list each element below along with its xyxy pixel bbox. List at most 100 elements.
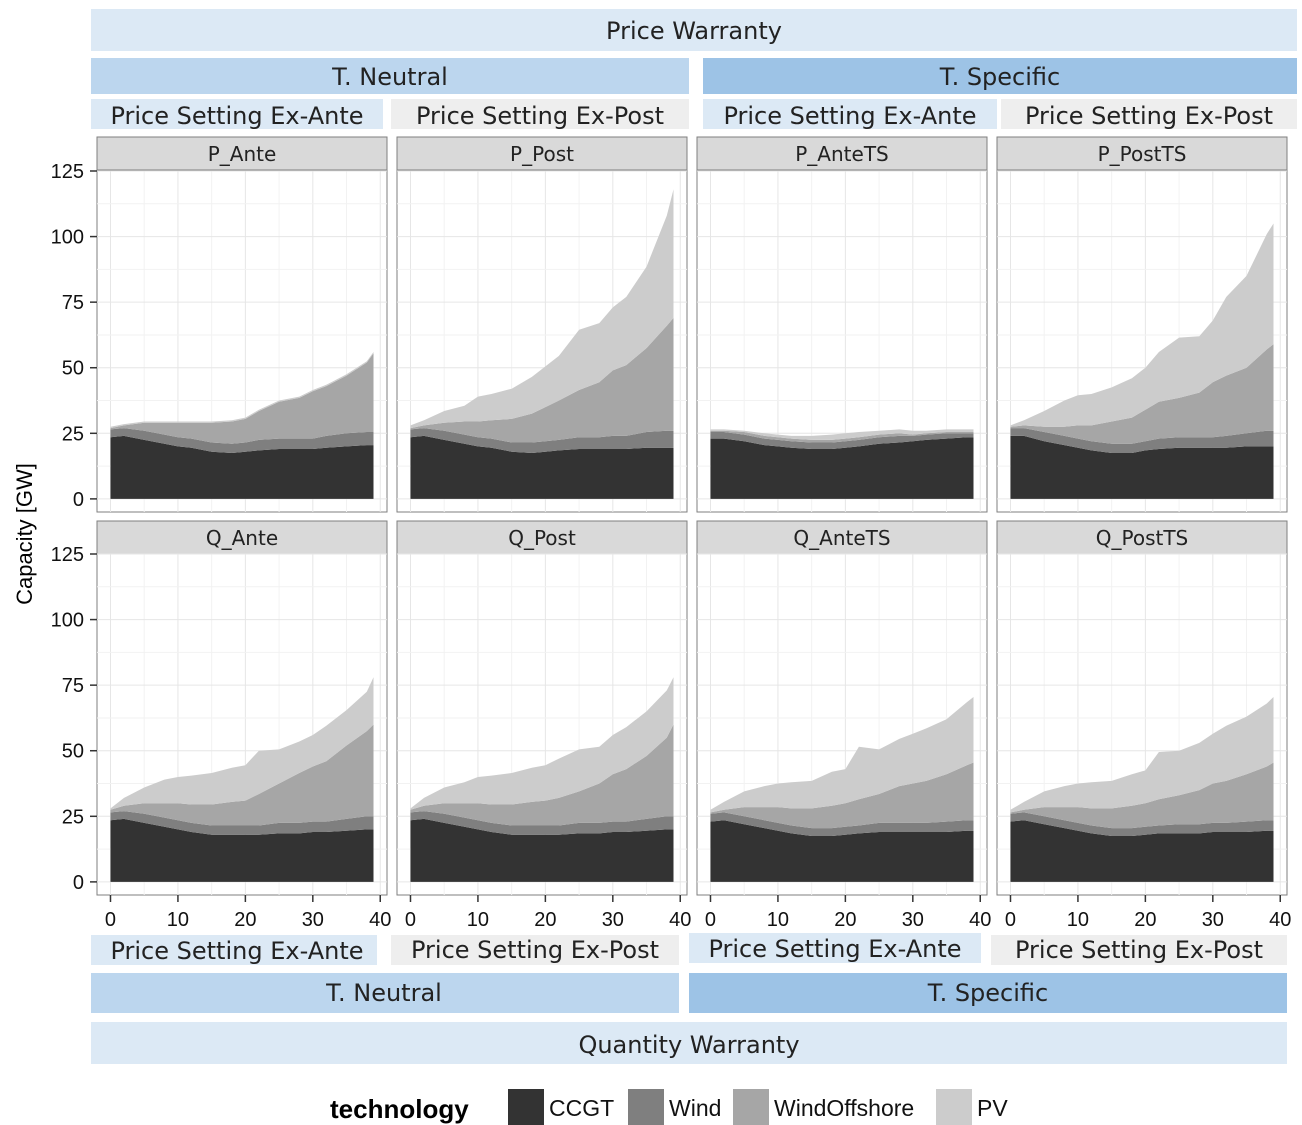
panel-title: Q_AnteTS <box>793 526 890 550</box>
panel-Q_PostTS: Q_PostTS <box>996 520 1288 896</box>
panel-P_AnteTS: P_AnteTS <box>696 136 988 513</box>
legend-label: PV <box>977 1095 1008 1121</box>
x-tick-label: 40 <box>969 909 991 931</box>
top-group-specific-band <box>703 58 1297 94</box>
y-tick-label: 75 <box>62 675 84 697</box>
bottom-sub-ante-2: Price Setting Ex-Ante <box>708 935 961 963</box>
bottom-group-specific: T. Specific <box>927 979 1048 1007</box>
panel-Q_AnteTS: Q_AnteTS <box>696 520 988 896</box>
x-tick-label: 20 <box>534 909 556 931</box>
x-tick-label: 40 <box>369 909 391 931</box>
x-tick-label: 20 <box>234 909 256 931</box>
x-tick-label: 0 <box>705 909 716 931</box>
y-tick-label: 125 <box>51 544 84 566</box>
bottom-sub-post-1-band <box>391 935 679 965</box>
area-Q_AnteTS-WindOffshore <box>710 762 974 829</box>
y-tick-label: 25 <box>62 806 84 828</box>
x-tick-label: 20 <box>834 909 856 931</box>
panel-title: P_PostTS <box>1098 142 1187 166</box>
area-P_PostTS-PV <box>1010 223 1274 427</box>
area-Q_AnteTS-CCGT <box>710 820 974 882</box>
top-sub-post-2: Price Setting Ex-Post <box>1025 102 1273 130</box>
legend-item-CCGT: CCGT <box>508 1089 614 1125</box>
panel-P_Ante: P_Ante <box>96 136 388 513</box>
y-tick-label: 50 <box>62 741 84 763</box>
bottom-sub-post-2-band <box>991 935 1287 965</box>
area-P_PostTS-Wind <box>1010 428 1274 453</box>
top-sub-ante-1-band <box>91 99 383 129</box>
y-tick-label: 0 <box>73 489 84 511</box>
panel-title: Q_Ante <box>206 526 278 550</box>
area-Q_PostTS-CCGT <box>1010 820 1274 882</box>
panel-title: P_Ante <box>208 142 277 166</box>
area-Q_Post-WindOffshore <box>410 724 674 826</box>
x-tick-label: 40 <box>669 909 691 931</box>
top-sub-ante-2: Price Setting Ex-Ante <box>723 102 976 130</box>
top-sub-ante-2-band <box>703 99 997 129</box>
area-P_Ante-WindOffshore <box>110 353 374 444</box>
area-Q_Post-CCGT <box>410 818 674 882</box>
area-P_Post-CCGT <box>410 435 674 499</box>
bottom-sub-ante-2-band <box>689 933 981 963</box>
bottom-title: Quantity Warranty <box>578 1031 799 1059</box>
legend-item-WindOffshore: WindOffshore <box>733 1089 914 1125</box>
y-tick-label: 25 <box>62 423 84 445</box>
area-P_PostTS-WindOffshore <box>1010 344 1274 444</box>
top-sub-post-1: Price Setting Ex-Post <box>416 102 664 130</box>
panel-strip <box>996 520 1288 555</box>
panel-strip <box>696 136 988 171</box>
panel-title: Q_PostTS <box>1096 526 1189 550</box>
x-tick-label: 30 <box>602 909 624 931</box>
legend-label: Wind <box>669 1095 721 1121</box>
x-tick-label: 10 <box>1067 909 1089 931</box>
area-Q_PostTS-PV <box>1010 697 1274 813</box>
bottom-title-band <box>91 1022 1287 1064</box>
panel-strip <box>96 520 388 555</box>
x-tick-label: 20 <box>1134 909 1156 931</box>
y-tick-label: 100 <box>51 227 84 249</box>
top-group-neutral: T. Neutral <box>331 63 448 91</box>
bottom-group-specific-band <box>689 973 1287 1013</box>
legend-item-Wind: Wind <box>628 1089 721 1125</box>
top-group-neutral-band <box>91 58 689 94</box>
top-sub-ante-1: Price Setting Ex-Ante <box>110 102 363 130</box>
legend-swatch <box>733 1089 769 1125</box>
area-Q_Ante-CCGT <box>110 818 374 882</box>
y-axis-label: Capacity [GW] <box>12 463 37 605</box>
area-P_Ante-Wind <box>110 428 374 453</box>
area-Q_Ante-Wind <box>110 811 374 835</box>
y-tick-label: 0 <box>73 872 84 894</box>
y-tick-label: 125 <box>51 161 84 183</box>
area-P_AnteTS-PV <box>710 429 974 440</box>
x-tick-label: 0 <box>1005 909 1016 931</box>
area-Q_Ante-WindOffshore <box>110 724 374 826</box>
top-title: Price Warranty <box>606 17 782 45</box>
panel-title: Q_Post <box>508 526 576 550</box>
legend-swatch <box>628 1089 664 1125</box>
x-tick-label: 30 <box>1202 909 1224 931</box>
x-tick-label: 10 <box>167 909 189 931</box>
x-tick-label: 30 <box>302 909 324 931</box>
legend-label: CCGT <box>549 1095 614 1121</box>
area-Q_Ante-PV <box>110 677 374 810</box>
y-tick-label: 75 <box>62 292 84 314</box>
x-tick-label: 40 <box>1269 909 1291 931</box>
bottom-sub-ante-1: Price Setting Ex-Ante <box>110 937 363 965</box>
legend-item-PV: PV <box>936 1089 1008 1125</box>
area-P_AnteTS-CCGT <box>710 437 974 499</box>
top-sub-post-1-band <box>391 99 689 129</box>
y-tick-label: 100 <box>51 610 84 632</box>
panel-P_PostTS: P_PostTS <box>996 136 1288 513</box>
x-tick-label: 30 <box>902 909 924 931</box>
x-tick-label: 10 <box>767 909 789 931</box>
panel-title: P_Post <box>510 142 574 166</box>
legend-swatch <box>936 1089 972 1125</box>
area-Q_PostTS-WindOffshore <box>1010 762 1274 829</box>
top-title-band <box>91 9 1297 51</box>
panel-Q_Ante: Q_Ante <box>96 520 388 896</box>
bottom-sub-post-2: Price Setting Ex-Post <box>1015 936 1263 964</box>
x-tick-label: 0 <box>405 909 416 931</box>
top-group-specific: T. Specific <box>939 63 1060 91</box>
area-P_AnteTS-Wind <box>710 432 974 449</box>
